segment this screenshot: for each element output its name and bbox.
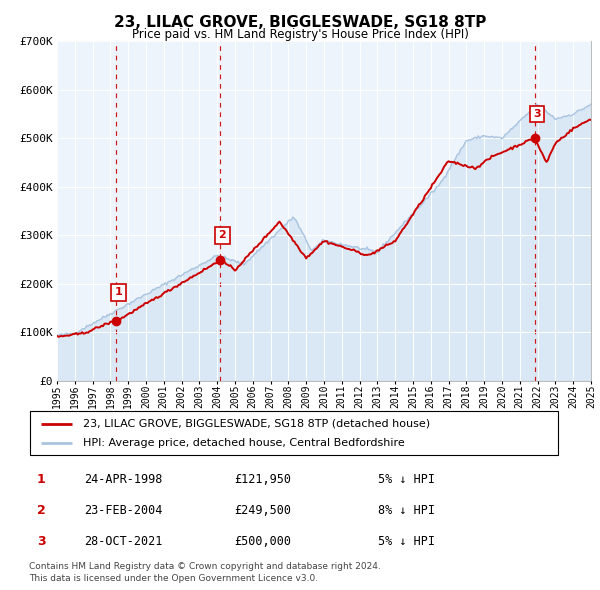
Text: £500,000: £500,000 xyxy=(234,535,291,548)
Text: 1: 1 xyxy=(115,287,122,297)
Text: 23, LILAC GROVE, BIGGLESWADE, SG18 8TP (detached house): 23, LILAC GROVE, BIGGLESWADE, SG18 8TP (… xyxy=(83,419,430,428)
FancyBboxPatch shape xyxy=(30,411,558,455)
Text: 5% ↓ HPI: 5% ↓ HPI xyxy=(378,473,435,486)
Text: 3: 3 xyxy=(37,535,46,548)
Text: Price paid vs. HM Land Registry's House Price Index (HPI): Price paid vs. HM Land Registry's House … xyxy=(131,28,469,41)
Text: Contains HM Land Registry data © Crown copyright and database right 2024.: Contains HM Land Registry data © Crown c… xyxy=(29,562,380,571)
Text: This data is licensed under the Open Government Licence v3.0.: This data is licensed under the Open Gov… xyxy=(29,574,318,583)
Text: 24-APR-1998: 24-APR-1998 xyxy=(84,473,163,486)
Text: £121,950: £121,950 xyxy=(234,473,291,486)
Text: 23-FEB-2004: 23-FEB-2004 xyxy=(84,504,163,517)
Text: 2: 2 xyxy=(218,231,226,240)
Text: 5% ↓ HPI: 5% ↓ HPI xyxy=(378,535,435,548)
Text: HPI: Average price, detached house, Central Bedfordshire: HPI: Average price, detached house, Cent… xyxy=(83,438,404,448)
Text: 2: 2 xyxy=(37,504,46,517)
Text: £249,500: £249,500 xyxy=(234,504,291,517)
Text: 1: 1 xyxy=(37,473,46,486)
Text: 23, LILAC GROVE, BIGGLESWADE, SG18 8TP: 23, LILAC GROVE, BIGGLESWADE, SG18 8TP xyxy=(114,15,486,30)
Text: 28-OCT-2021: 28-OCT-2021 xyxy=(84,535,163,548)
Text: 3: 3 xyxy=(533,109,541,119)
Text: 8% ↓ HPI: 8% ↓ HPI xyxy=(378,504,435,517)
